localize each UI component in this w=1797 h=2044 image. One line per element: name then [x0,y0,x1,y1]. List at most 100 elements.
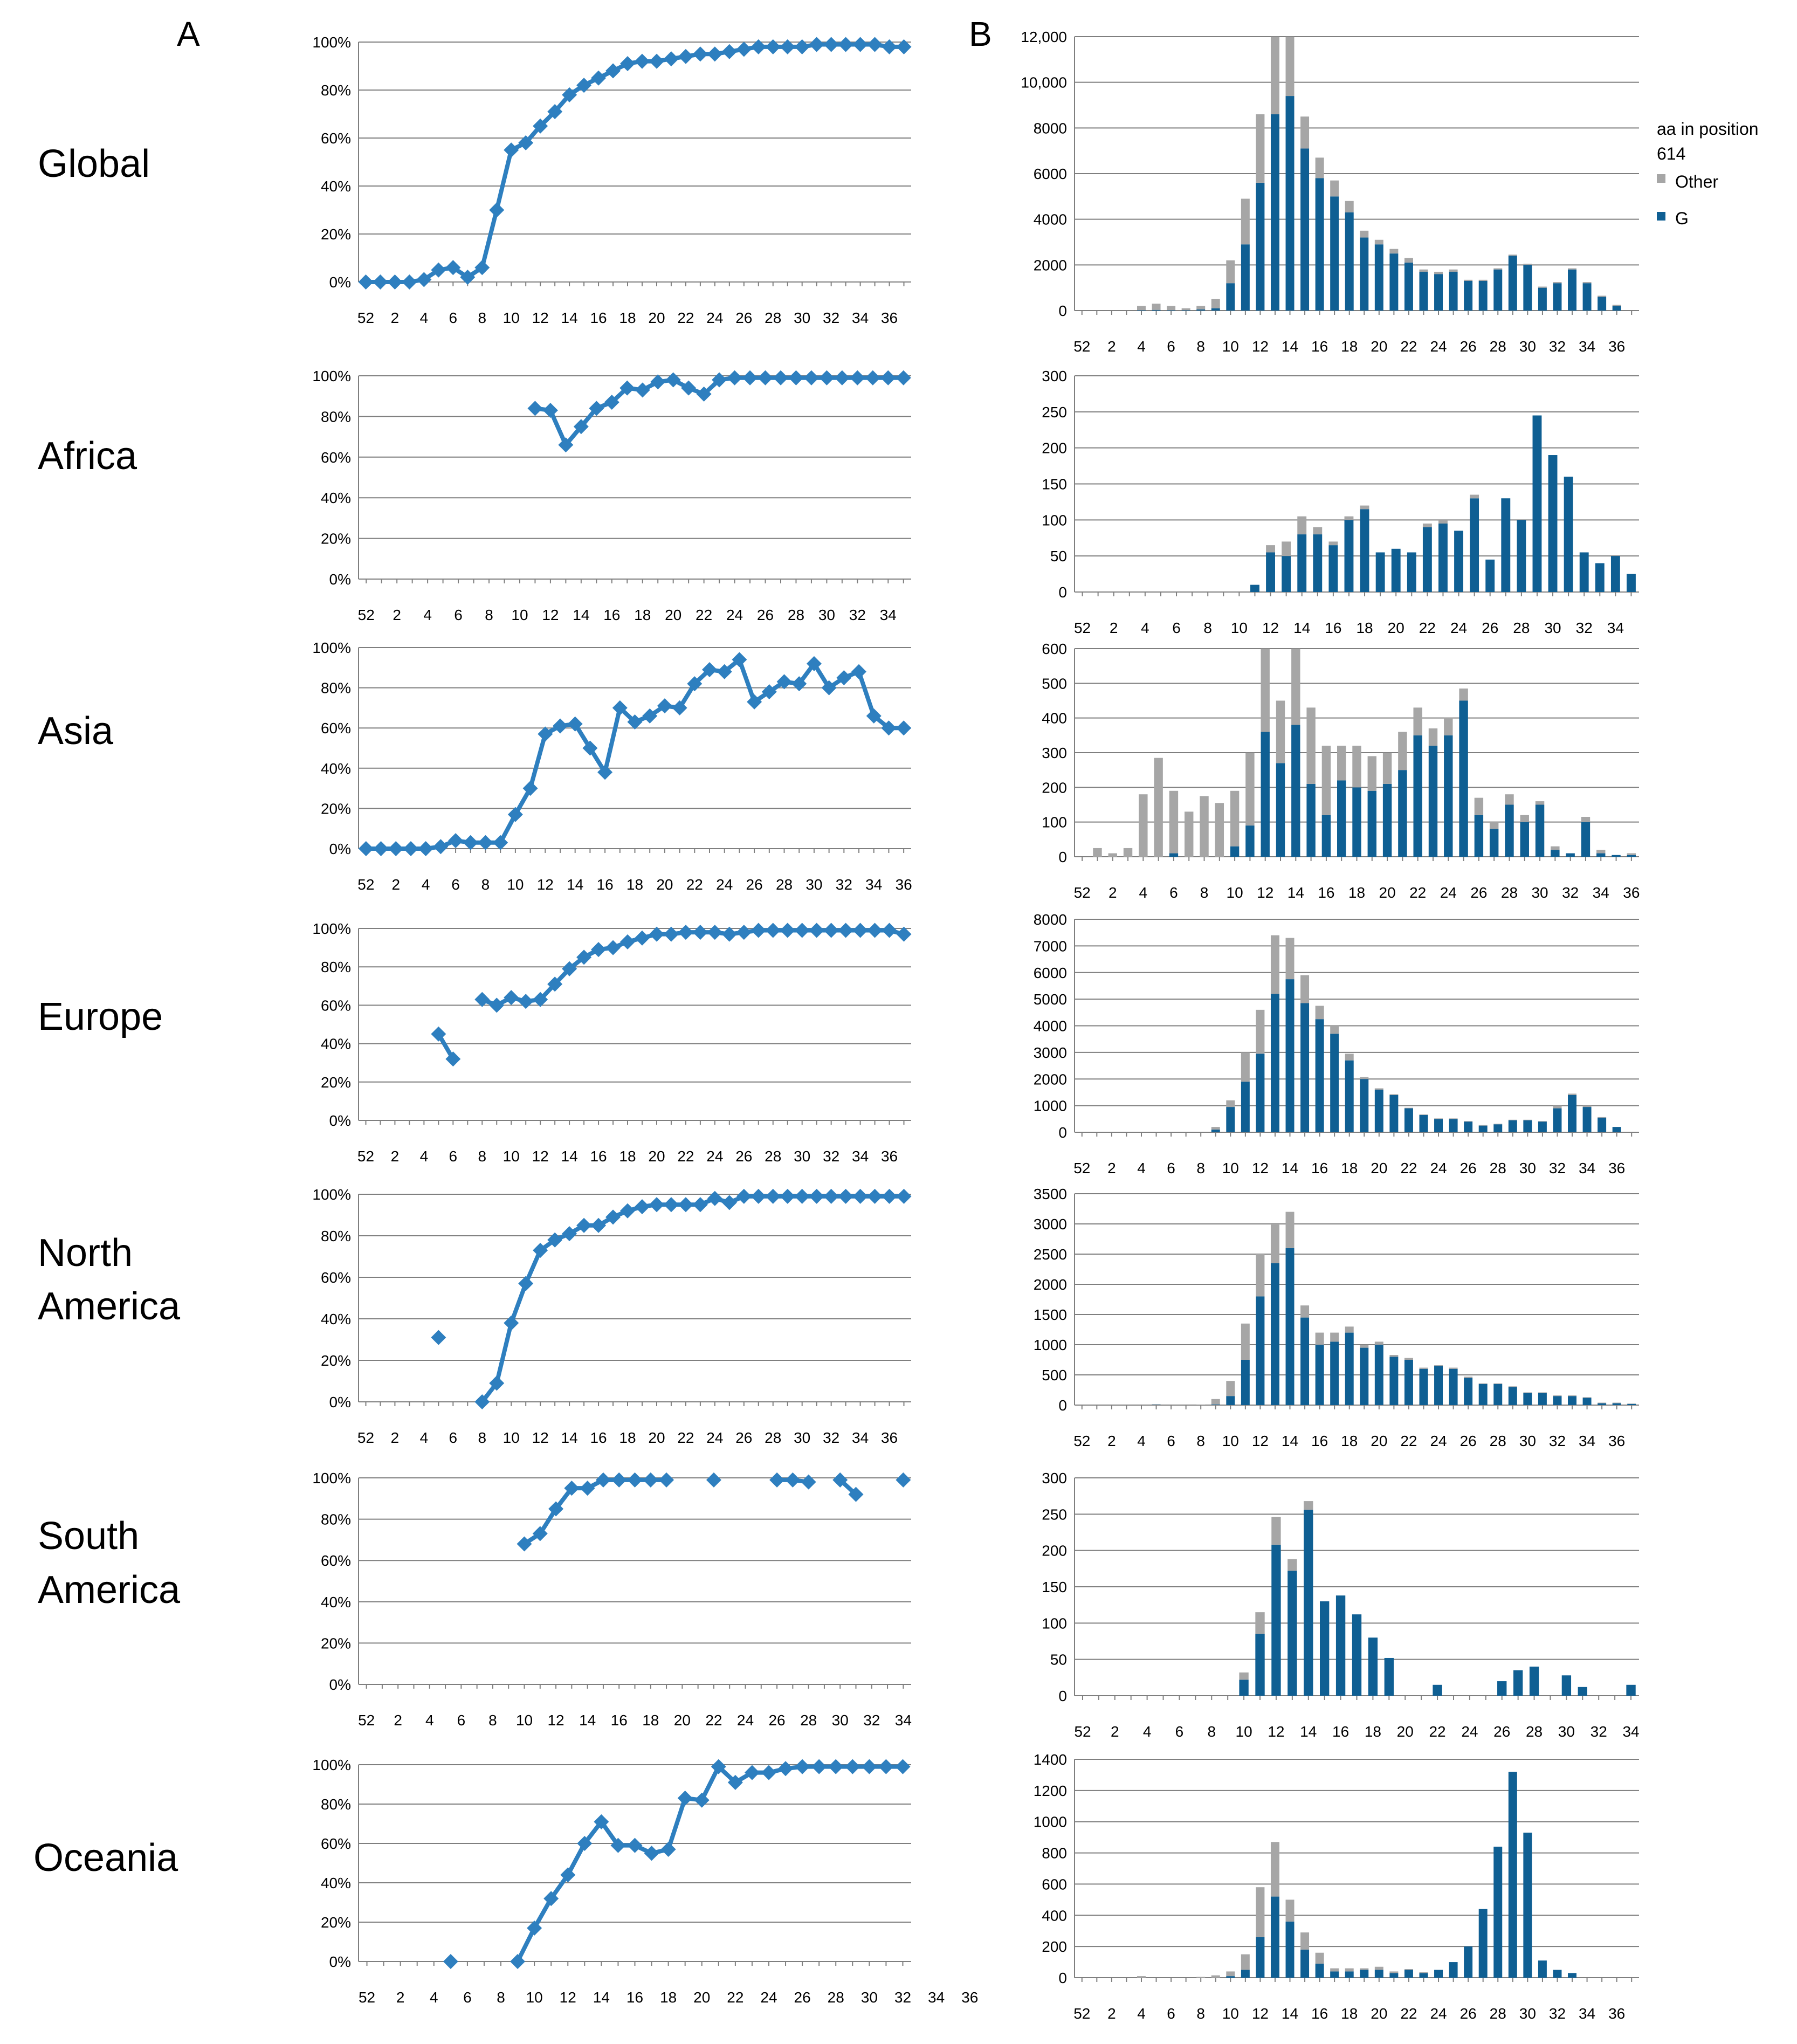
europe-count-chart-x-tick-label: 16 [1311,1160,1328,1176]
south-america-count-chart-x-tick-label: 22 [1429,1723,1445,1740]
oceania-percent-chart-x-tick-label: 24 [760,1989,777,2006]
global-percent-chart-point [867,37,883,52]
europe-count-chart-bar-g [1226,1107,1235,1132]
asia-percent-chart-point [851,664,867,679]
north-america-percent-chart-point [474,1394,490,1409]
europe-percent-chart-y-tick-label: 40% [321,1036,351,1052]
south-america-percent-chart-x-tick-label: 26 [768,1712,785,1729]
global-percent-chart-x-tick-label: 8 [478,309,486,326]
south-america-count-chart-x-tick-label: 16 [1332,1723,1349,1740]
asia-percent-chart-x-tick-label: 20 [656,876,673,893]
south-america-count-chart-x-tick-label: 34 [1622,1723,1639,1740]
asia-percent-chart-x-tick-label: 32 [836,876,852,893]
europe-percent-chart-x-tick-label: 26 [735,1148,752,1165]
global-count-chart-bar-g [1374,244,1383,311]
north-america-count-chart-x-tick-label: 10 [1222,1433,1239,1449]
africa-percent-chart-point [712,372,727,388]
south-america-count-chart-x-tick-label: 12 [1268,1723,1284,1740]
global-percent-chart-point [780,39,795,54]
north-america-percent-chart-x-tick-label: 6 [449,1429,458,1446]
north-america-count-chart-bar-g [1538,1393,1547,1405]
global-percent-chart-point [460,270,476,285]
oceania-percent-chart-x-tick-label: 20 [693,1989,710,2006]
oceania-percent-chart-point [527,1920,542,1936]
global-count-chart-bar-other [1598,295,1607,297]
asia-count-chart-bar-other [1428,728,1438,746]
oceania-count-chart-bar-other [1300,1932,1310,1950]
africa-count-chart-bar-g [1297,534,1307,592]
europe-count-chart-bar-g [1211,1130,1220,1132]
asia-count-chart-bar-g [1505,804,1514,857]
oceania-count-chart-x-tick-label: 6 [1167,2005,1175,2022]
asia-count-chart-bar-other [1489,822,1499,829]
europe-count-chart-y-tick-label: 8000 [1034,911,1067,928]
africa-percent-chart-point [589,401,604,416]
asia-count-chart-bar-other [1551,846,1560,850]
europe-percent-chart-x-tick-label: 14 [561,1148,578,1165]
africa-percent-chart-point [527,401,543,416]
global-count-chart-bar-other [1226,260,1235,284]
north-america-count-chart-bar-other [1345,1326,1354,1333]
global-count-chart-bar-g [1582,283,1592,311]
asia-count-chart-x-tick-label: 6 [1169,884,1178,901]
asia-percent-chart-point [672,700,687,715]
europe-percent-chart-point [721,926,737,942]
oceania-count-chart-bar-other [1345,1968,1354,1972]
asia-count-chart-bar-g [1413,735,1422,857]
north-america-percent-chart-x-tick-label: 26 [735,1429,752,1446]
europe-percent-chart-point [518,994,534,1009]
asia-percent-chart-point [747,694,762,710]
asia-percent-chart-point [522,781,538,796]
asia-count-chart-bar-other [1581,817,1591,822]
asia-percent-chart-y-tick-label: 0% [329,841,351,857]
north-america-count-chart-x-tick-label: 2 [1107,1433,1116,1449]
europe-percent-chart-y-tick-label: 80% [321,959,351,975]
africa-count-chart-bar-g [1375,552,1385,592]
europe-percent-chart-point [780,923,795,938]
asia-percent-chart-point [627,714,643,730]
africa-percent-chart-point [696,386,712,402]
africa-count-chart-bar-g [1360,509,1369,592]
asia-count-chart-bar-g [1382,783,1392,857]
asia-percent-chart-point [373,841,389,856]
global-count-chart-bar-other [1478,279,1488,281]
north-america-percent-chart-series-line [480,1194,904,1403]
oceania-count-chart-bar-g [1434,1970,1443,1978]
africa-count-chart-bar-g [1438,524,1448,592]
europe-count-chart-y-tick-label: 4000 [1034,1018,1067,1035]
south-america-count-chart-bar-other [1287,1559,1297,1571]
north-america-count-chart-x-tick-label: 34 [1579,1433,1595,1449]
oceania-percent-chart-point [778,1761,794,1777]
global-count-chart-x-tick-label: 18 [1341,338,1358,355]
asia-count-chart-bar-other [1413,707,1422,735]
oceania-percent-chart-x-tick-label: 12 [560,1989,576,2006]
asia-count-chart-bar-other [1474,797,1484,815]
oceania-percent-chart-point [862,1759,877,1774]
south-america-count-chart-bar-other [1271,1517,1281,1545]
north-america-count-chart-bar-other [1226,1381,1235,1396]
global-percent-chart-x-tick-label: 16 [590,309,607,326]
africa-count-chart-bar-g [1454,531,1463,592]
global-count-chart-x-tick-label: 10 [1222,338,1239,355]
north-america-percent-chart-point [634,1199,650,1215]
global-count-chart-bar-other [1137,306,1146,311]
global-percent-chart-point [358,274,374,290]
north-america-percent-chart-point [867,1188,883,1204]
oceania-count-chart-y-tick-label: 1000 [1034,1814,1067,1830]
global-count-chart-bar-other [1434,272,1443,274]
oceania-percent-chart-x-tick-label: 4 [430,1989,438,2006]
oceania-count-chart-x-tick-label: 22 [1400,2005,1417,2022]
europe-count-chart-x-tick-label: 36 [1608,1160,1625,1176]
europe-percent-chart-x-tick-label: 16 [590,1148,607,1165]
asia-percent-chart-y-tick-label: 60% [321,720,351,737]
global-percent-chart-point [751,39,766,54]
south-america-percent-chart-x-tick-label: 24 [737,1712,754,1729]
africa-percent-chart-point [742,370,758,386]
north-america-percent-chart-point [765,1188,781,1204]
asia-percent-chart-point [493,835,508,850]
global-count-chart-bar-g [1360,237,1369,311]
global-count-chart-x-tick-label: 22 [1400,338,1417,355]
south-america-count-chart-x-tick-label: 28 [1526,1723,1543,1740]
south-america-percent-chart-x-tick-label: 18 [642,1712,659,1729]
global-count-chart-bar-g [1152,309,1161,311]
